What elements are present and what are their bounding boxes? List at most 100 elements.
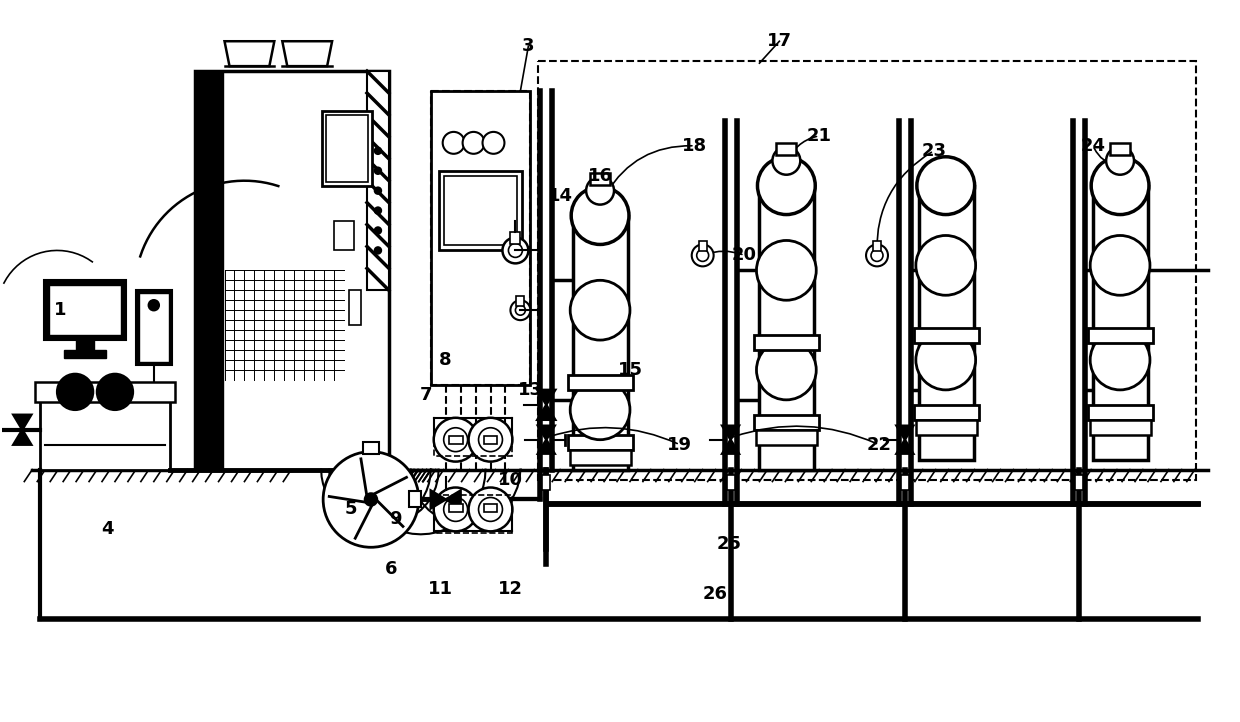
Text: 1: 1 [53, 301, 67, 319]
Bar [516, 296, 525, 306]
Bar [430, 91, 531, 385]
Circle shape [502, 238, 528, 264]
Bar [542, 474, 551, 490]
Text: 14: 14 [548, 187, 573, 204]
Bar [568, 375, 632, 390]
Bar [76, 340, 94, 350]
Circle shape [443, 132, 465, 154]
Circle shape [866, 245, 888, 266]
Circle shape [1091, 157, 1149, 214]
Circle shape [374, 227, 381, 233]
Bar [1090, 419, 1151, 435]
Polygon shape [538, 440, 554, 453]
Circle shape [570, 280, 630, 340]
Polygon shape [283, 41, 332, 66]
Text: 8: 8 [439, 351, 453, 369]
Bar [334, 220, 355, 251]
Bar [873, 241, 880, 251]
Circle shape [374, 168, 381, 174]
Bar [430, 91, 531, 385]
Bar [195, 71, 389, 469]
Text: 16: 16 [588, 167, 613, 185]
Bar [484, 435, 497, 444]
Polygon shape [537, 390, 556, 405]
Text: 26: 26 [702, 585, 727, 603]
Bar [776, 143, 796, 155]
Polygon shape [722, 426, 739, 440]
Bar [40, 400, 170, 469]
Polygon shape [897, 440, 914, 453]
Circle shape [756, 340, 816, 400]
Text: 25: 25 [717, 535, 742, 553]
Text: 15: 15 [618, 361, 642, 379]
Bar [901, 474, 909, 490]
Text: 3: 3 [522, 38, 534, 55]
Bar [511, 232, 521, 245]
Circle shape [756, 240, 816, 300]
Circle shape [511, 300, 531, 320]
Polygon shape [445, 490, 460, 508]
Text: 13: 13 [518, 381, 543, 399]
Bar [136, 290, 171, 365]
Bar [367, 71, 389, 290]
Bar [698, 241, 707, 251]
Bar [326, 115, 368, 182]
Bar [64, 350, 105, 358]
Bar [1110, 143, 1130, 155]
Circle shape [324, 452, 419, 547]
Bar [434, 418, 512, 456]
Circle shape [482, 132, 505, 154]
Bar [449, 505, 463, 513]
Circle shape [469, 418, 512, 461]
Bar [754, 415, 820, 430]
Bar [538, 61, 1195, 479]
Text: 21: 21 [807, 127, 832, 145]
Circle shape [469, 487, 512, 531]
Circle shape [916, 330, 976, 390]
Circle shape [516, 305, 526, 316]
Polygon shape [538, 426, 554, 440]
Circle shape [692, 245, 714, 266]
Circle shape [587, 177, 614, 204]
Circle shape [479, 497, 502, 521]
Bar [759, 186, 815, 469]
Circle shape [570, 380, 630, 440]
Circle shape [374, 148, 381, 154]
Bar [916, 419, 977, 435]
Bar [322, 111, 372, 186]
Polygon shape [14, 430, 31, 445]
Bar [756, 430, 817, 445]
Circle shape [374, 208, 381, 214]
Bar [1089, 328, 1153, 343]
Circle shape [463, 132, 485, 154]
Bar [195, 71, 222, 469]
Bar [449, 435, 463, 444]
Circle shape [374, 188, 381, 193]
Circle shape [1090, 330, 1149, 390]
Bar [484, 505, 497, 513]
Text: 5: 5 [345, 500, 357, 518]
Text: 7: 7 [419, 386, 432, 404]
Bar [1089, 405, 1153, 419]
Circle shape [444, 497, 467, 521]
Circle shape [870, 249, 883, 261]
Polygon shape [537, 405, 556, 419]
Circle shape [1090, 235, 1149, 295]
Circle shape [916, 157, 975, 214]
Bar [439, 170, 522, 251]
Bar [1075, 474, 1084, 490]
Text: 11: 11 [428, 580, 453, 598]
Bar [444, 175, 517, 245]
Bar [434, 495, 512, 534]
Circle shape [758, 157, 815, 214]
Bar [727, 474, 734, 490]
Text: 19: 19 [667, 435, 692, 453]
Bar [139, 293, 169, 362]
Circle shape [444, 427, 467, 452]
Polygon shape [224, 41, 274, 66]
Text: 20: 20 [732, 246, 756, 264]
Polygon shape [897, 426, 914, 440]
Text: 4: 4 [100, 521, 113, 539]
Bar [590, 173, 610, 185]
Bar [568, 435, 632, 450]
